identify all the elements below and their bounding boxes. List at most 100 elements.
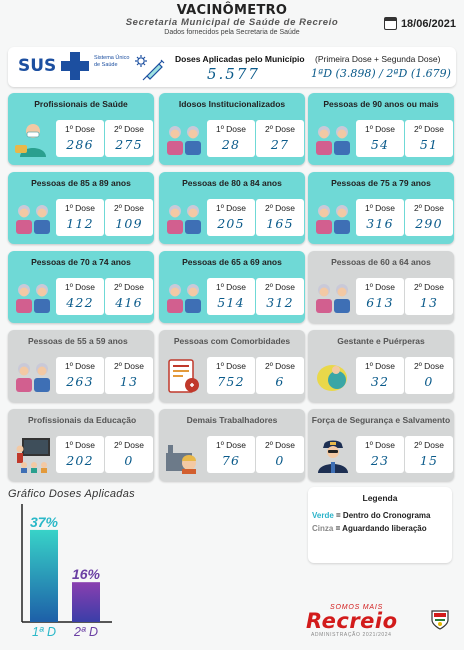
elderly-couple-icon [12, 356, 54, 396]
report-date: 18/06/2021 [400, 17, 456, 30]
category-card: Demais Trabalhadores 1º Dose 76 2º Dose 0 [159, 409, 305, 481]
first-dose-box: 1º Dose 112 [56, 199, 104, 236]
legend-box: Legenda Verde = Dentro do Cronograma Cin… [308, 487, 452, 563]
first-dose-value: 76 [221, 453, 241, 468]
total-doses-label: Doses Aplicadas pelo Município [175, 54, 305, 64]
legend-green-row: Verde = Dentro do Cronograma [312, 511, 430, 520]
first-dose-value: 422 [66, 295, 94, 310]
first-dose-value: 202 [66, 453, 94, 468]
second-dose-value: 0 [124, 453, 134, 468]
total-doses-value: 5.577 [207, 65, 260, 83]
first-dose-value: 286 [66, 137, 94, 152]
teacher-icon [12, 435, 54, 475]
second-dose-box: 2º Dose 290 [405, 199, 453, 236]
elderly-couple-icon [312, 277, 354, 317]
second-dose-box: 2º Dose 0 [405, 357, 453, 394]
card-title: Pessoas de 65 a 69 anos [182, 257, 282, 267]
page-title: VACINÔMETRO [176, 3, 288, 18]
category-card: Pessoas de 75 a 79 anos 1º Dose 316 2º Dose… [308, 172, 454, 244]
first-dose-value: 613 [366, 295, 394, 310]
legend-gray-row: Cinza = Aguardando liberação [312, 524, 427, 533]
second-dose-box: 2º Dose 0 [105, 436, 153, 473]
second-dose-value: 275 [115, 137, 143, 152]
first-dose-box: 1º Dose 613 [356, 278, 404, 315]
second-dose-box: 2º Dose 27 [256, 120, 304, 157]
card-title: Pessoas de 70 a 74 anos [31, 257, 131, 267]
card-title: Pessoas de 80 a 84 anos [182, 178, 282, 188]
second-dose-value: 312 [266, 295, 294, 310]
legend-gray-text: = Aguardando liberação [333, 524, 427, 533]
second-dose-label: 2º Dose [264, 282, 296, 292]
second-dose-box: 2º Dose 15 [405, 436, 453, 473]
first-dose-value: 112 [66, 216, 94, 231]
chart-title: Gráfico Doses Aplicadas [8, 488, 135, 500]
factory-worker-icon [163, 435, 205, 475]
second-dose-label: 2º Dose [113, 282, 145, 292]
category-card: Profissionais de Saúde 1º Dose 286 2º Dose 2… [8, 93, 154, 165]
second-dose-label: 2º Dose [413, 203, 445, 213]
syringe-icon [135, 55, 165, 81]
card-title: Profissionais da Educação [28, 415, 137, 425]
total-doses-note: (Primeira Dose + Segunda Dose) [315, 54, 441, 64]
card-title: Profissionais de Saúde [34, 99, 128, 109]
first-dose-box: 1º Dose 286 [56, 120, 104, 157]
page-subtitle: Secretaria Municipal de Saúde de Recreio [125, 17, 339, 28]
category-card: Pessoas de 80 a 84 anos 1º Dose 205 2º Dose… [159, 172, 305, 244]
second-dose-label: 2º Dose [113, 440, 145, 450]
chart-category-label: 1ª D [32, 625, 56, 639]
first-dose-box: 1º Dose 28 [207, 120, 255, 157]
legend-green-text: = Dentro do Cronograma [333, 511, 431, 520]
first-dose-label: 1º Dose [64, 361, 96, 371]
first-dose-label: 1º Dose [215, 440, 247, 450]
second-dose-value: 165 [266, 216, 294, 231]
second-dose-box: 2º Dose 13 [105, 357, 153, 394]
first-dose-box: 1º Dose 32 [356, 357, 404, 394]
first-dose-box: 1º Dose 752 [207, 357, 255, 394]
second-dose-value: 15 [419, 453, 439, 468]
date-display: 18/06/2021 [383, 17, 456, 30]
category-card: Profissionais da Educação 1º Dose 202 2º Do… [8, 409, 154, 481]
first-dose-value: 54 [370, 137, 390, 152]
category-card: Pessoas de 85 a 89 anos 1º Dose 112 2º Dose… [8, 172, 154, 244]
first-dose-value: 23 [370, 453, 390, 468]
second-dose-value: 416 [115, 295, 143, 310]
first-dose-label: 1º Dose [215, 124, 247, 134]
legend-green-key: Verde [312, 511, 334, 520]
first-dose-value: 32 [370, 374, 390, 389]
elderly-couple-icon [312, 198, 354, 238]
card-title: Pessoas de 60 a 64 anos [331, 257, 431, 267]
doses-bar-chart: 37% 1ª D 16% 2ª D [21, 504, 112, 639]
data-source-note: Dados fornecidos pela Secretaria de Saúd… [164, 29, 300, 36]
second-dose-value: 6 [275, 374, 285, 389]
category-card: Pessoas de 55 a 59 anos 1º Dose 263 2º Dose… [8, 330, 154, 402]
logo-admin: ADMINISTRAÇÃO 2021/2024 [311, 632, 392, 638]
category-card: Pessoas de 60 a 64 anos 1º Dose 613 2º Dose… [308, 251, 454, 323]
second-dose-value: 13 [419, 295, 439, 310]
elderly-couple-icon [312, 119, 354, 159]
category-card: Força de Segurança e Salvamento 1º Dose 23… [308, 409, 454, 481]
second-dose-value: 13 [119, 374, 139, 389]
chart-bar [72, 582, 100, 622]
category-card: Pessoas de 90 anos ou mais 1º Dose 54 2º Do… [308, 93, 454, 165]
card-title: Gestante e Puérperas [337, 336, 425, 346]
sus-cross-icon [61, 52, 89, 80]
category-card: Idosos Institucionalizados 1º Dose 28 2º Do… [159, 93, 305, 165]
category-card: Pessoas com Comorbidades 1º Dose 752 2º Dos… [159, 330, 305, 402]
category-card: Pessoas de 65 a 69 anos 1º Dose 514 2º Dose… [159, 251, 305, 323]
card-title: Pessoas de 85 a 89 anos [31, 178, 131, 188]
crest-icon [431, 610, 449, 630]
card-title: Pessoas de 75 a 79 anos [331, 178, 431, 188]
first-dose-box: 1º Dose 54 [356, 120, 404, 157]
first-dose-label: 1º Dose [364, 203, 396, 213]
first-dose-label: 1º Dose [64, 124, 96, 134]
second-dose-label: 2º Dose [413, 361, 445, 371]
pregnant-icon [312, 356, 354, 396]
elderly-couple-icon [163, 119, 205, 159]
total-doses-banner: SUS Sistema Único de Saúde Doses Aplicad… [8, 47, 456, 87]
recreio-logo: SOMOS MAIS Recreio ADMINISTRAÇÃO 2021/20… [306, 604, 454, 640]
police-officer-icon [312, 435, 354, 475]
first-dose-value: 205 [217, 216, 245, 231]
medical-report-icon [163, 356, 205, 396]
sus-logo: SUS Sistema Único de Saúde [14, 50, 130, 82]
first-dose-label: 1º Dose [215, 282, 247, 292]
